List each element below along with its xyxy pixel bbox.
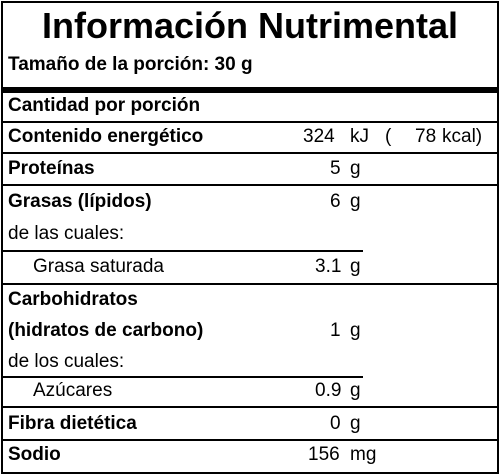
- fats-label: Grasas (lípidos): [8, 191, 152, 212]
- sugars-unit: g: [350, 380, 361, 401]
- saturated-fat-value: 3.1: [315, 256, 342, 277]
- saturated-fat-label: Grasa saturada: [33, 256, 164, 277]
- carbs-label-line1: Carbohidratos: [8, 289, 138, 310]
- saturated-fat-unit: g: [350, 256, 361, 277]
- divider: [3, 121, 497, 123]
- divider: [3, 406, 497, 408]
- energy-open-paren: (: [385, 126, 392, 147]
- divider-thick: [3, 87, 497, 93]
- carbs-unit: g: [350, 320, 361, 341]
- fats-unit: g: [350, 191, 361, 212]
- proteins-unit: g: [350, 158, 361, 179]
- fiber-value: 0: [330, 413, 341, 434]
- proteins-label: Proteínas: [8, 158, 95, 179]
- divider: [3, 283, 497, 285]
- sugars-value: 0.9: [315, 380, 342, 401]
- label-title: Información Nutrimental: [41, 5, 459, 46]
- proteins-value: 5: [330, 158, 341, 179]
- energy-kcal-value: 78: [415, 126, 437, 147]
- energy-kj-unit: kJ: [350, 126, 369, 147]
- fats-sub-label: de las cuales:: [8, 223, 125, 244]
- energy-kj-value: 324: [303, 126, 335, 147]
- sodium-label: Sodio: [8, 444, 61, 465]
- divider: [3, 439, 497, 441]
- divider: [3, 152, 497, 154]
- sugars-label: Azúcares: [33, 380, 113, 401]
- fiber-unit: g: [350, 413, 361, 434]
- fiber-label: Fibra dietética: [8, 413, 137, 434]
- serving-size: Tamaño de la porción: 30 g: [8, 54, 253, 75]
- amount-per-serving-header: Cantidad por porción: [8, 95, 201, 116]
- carbs-value: 1: [330, 320, 341, 341]
- carbs-label-line2: (hidratos de carbono): [8, 320, 204, 341]
- energy-kcal-unit: kcal): [442, 126, 483, 147]
- sodium-value: 156: [308, 444, 340, 465]
- fats-value: 6: [330, 191, 341, 212]
- divider-partial: [3, 250, 363, 252]
- divider-partial: [3, 376, 363, 378]
- energy-label: Contenido energético: [8, 126, 204, 147]
- sodium-unit: mg: [350, 444, 377, 465]
- carbs-sub-label: de los cuales:: [8, 351, 125, 372]
- divider: [3, 184, 497, 186]
